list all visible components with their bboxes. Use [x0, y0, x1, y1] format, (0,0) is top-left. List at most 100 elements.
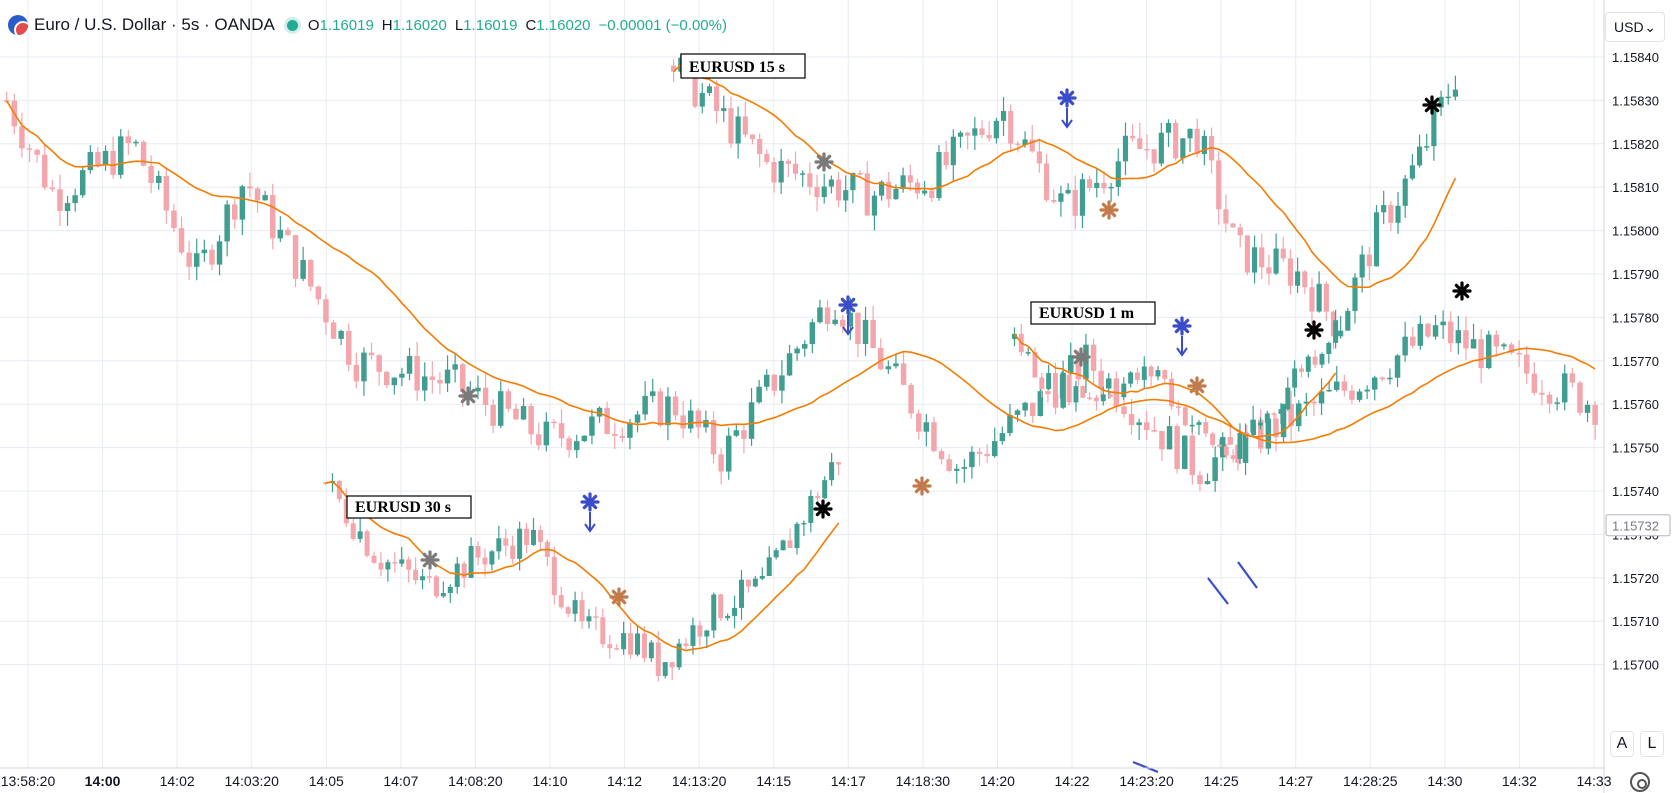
candle-body — [979, 128, 985, 136]
candle-body — [1251, 247, 1258, 273]
candle-body — [1531, 373, 1538, 393]
candle-body — [19, 126, 25, 149]
symbol-header[interactable]: Euro / U.S. Dollar · 5s · OANDA O1.16019… — [8, 12, 735, 38]
current-price-label: 1.15732 — [1612, 519, 1659, 534]
auto-scale-button[interactable]: A — [1610, 731, 1634, 757]
candle-body — [1079, 179, 1086, 216]
candle-body — [1182, 407, 1188, 426]
candle-body — [1273, 418, 1279, 438]
candle-body — [315, 286, 322, 300]
candle-series-3 — [323, 452, 842, 682]
candle-body — [929, 190, 935, 199]
candle-body — [745, 579, 751, 587]
time-tick-label: 14:27 — [1278, 773, 1313, 789]
candle-body — [1176, 406, 1181, 408]
candle-body — [346, 330, 352, 365]
candle-body — [815, 496, 821, 499]
candle-body — [1244, 235, 1250, 273]
candle-body — [840, 319, 846, 327]
candle-body — [1455, 330, 1462, 344]
candle-body — [1463, 330, 1469, 349]
log-scale-button[interactable]: L — [1640, 731, 1664, 757]
star-stroke — [1306, 322, 1322, 338]
candle-body — [1204, 481, 1211, 485]
candle-body — [475, 546, 481, 558]
candle-body — [1080, 386, 1086, 398]
signal-arrow-marker — [580, 492, 600, 533]
candle-body — [871, 195, 878, 216]
candle-body — [1043, 163, 1050, 200]
timeframe-label: EURUSD 1 m — [1039, 305, 1135, 322]
candle-body — [832, 319, 838, 324]
candle-body — [1410, 336, 1416, 346]
candle-body — [368, 352, 375, 356]
candle-body — [965, 132, 971, 136]
candle-body — [323, 482, 328, 484]
candle-body — [461, 563, 467, 578]
currency-button[interactable]: USD ⌄ — [1605, 12, 1665, 42]
candle-body — [1546, 394, 1553, 404]
candle-body — [343, 499, 349, 524]
candle-body — [482, 387, 489, 405]
candle-body — [748, 402, 755, 439]
candle-body — [1356, 391, 1363, 400]
candle-body — [785, 160, 791, 164]
candle-body — [1039, 377, 1045, 390]
candle-body — [1251, 425, 1257, 435]
candle-body — [749, 134, 756, 140]
symbol-name[interactable]: Euro / U.S. Dollar · 5s · OANDA — [34, 15, 275, 34]
candle-body — [475, 387, 481, 392]
candle-body — [1122, 135, 1129, 162]
star-stroke — [1454, 283, 1470, 299]
candle-body — [704, 630, 710, 637]
candle-body — [822, 480, 828, 499]
chart-grid — [0, 0, 1604, 768]
candle-body — [1075, 355, 1082, 380]
candle-body — [886, 181, 892, 200]
signal-star-marker — [1452, 281, 1472, 301]
candle-body — [1501, 344, 1507, 347]
candle-body — [1280, 248, 1286, 259]
candle-body — [1155, 370, 1161, 377]
arrow-head — [842, 326, 854, 336]
candle-body — [1508, 344, 1515, 353]
candle-body — [524, 528, 530, 545]
time-tick-label: 14:17 — [831, 773, 866, 789]
eurusd-flag-icon — [8, 15, 28, 35]
candle-body — [922, 190, 928, 194]
candle-body — [444, 369, 451, 384]
candle-body — [1036, 151, 1042, 164]
candle-body — [1316, 283, 1322, 312]
candle-body — [1182, 435, 1188, 469]
signal-star-marker — [458, 386, 478, 406]
price-change: −0.00001 (−0.00%) — [598, 16, 727, 34]
candle-body — [999, 433, 1006, 442]
candle-body — [1058, 193, 1064, 202]
candle-body — [692, 61, 698, 107]
candle-body — [330, 322, 337, 339]
candle-body — [907, 175, 913, 183]
candle-body — [938, 451, 945, 460]
candle-body — [118, 136, 124, 175]
candle-body — [1323, 283, 1329, 312]
gear-icon[interactable] — [1630, 772, 1650, 792]
candle-body — [1180, 138, 1186, 159]
candle-body — [650, 391, 656, 396]
candle-body — [986, 135, 992, 139]
candle-body — [808, 496, 814, 523]
candle-body — [1470, 339, 1477, 349]
candle-body — [1326, 389, 1332, 392]
candle-body — [1230, 455, 1236, 459]
candle-body — [1115, 161, 1121, 187]
candle-body — [732, 607, 738, 616]
candle-body — [1338, 330, 1344, 337]
candle-body — [931, 422, 937, 452]
candle-body — [1187, 128, 1193, 139]
candle-body — [437, 379, 443, 384]
candle-body — [950, 136, 956, 166]
candle-body — [1151, 430, 1158, 432]
candle-body — [829, 462, 835, 481]
candle-body — [1223, 446, 1229, 456]
candle-body — [543, 421, 550, 446]
